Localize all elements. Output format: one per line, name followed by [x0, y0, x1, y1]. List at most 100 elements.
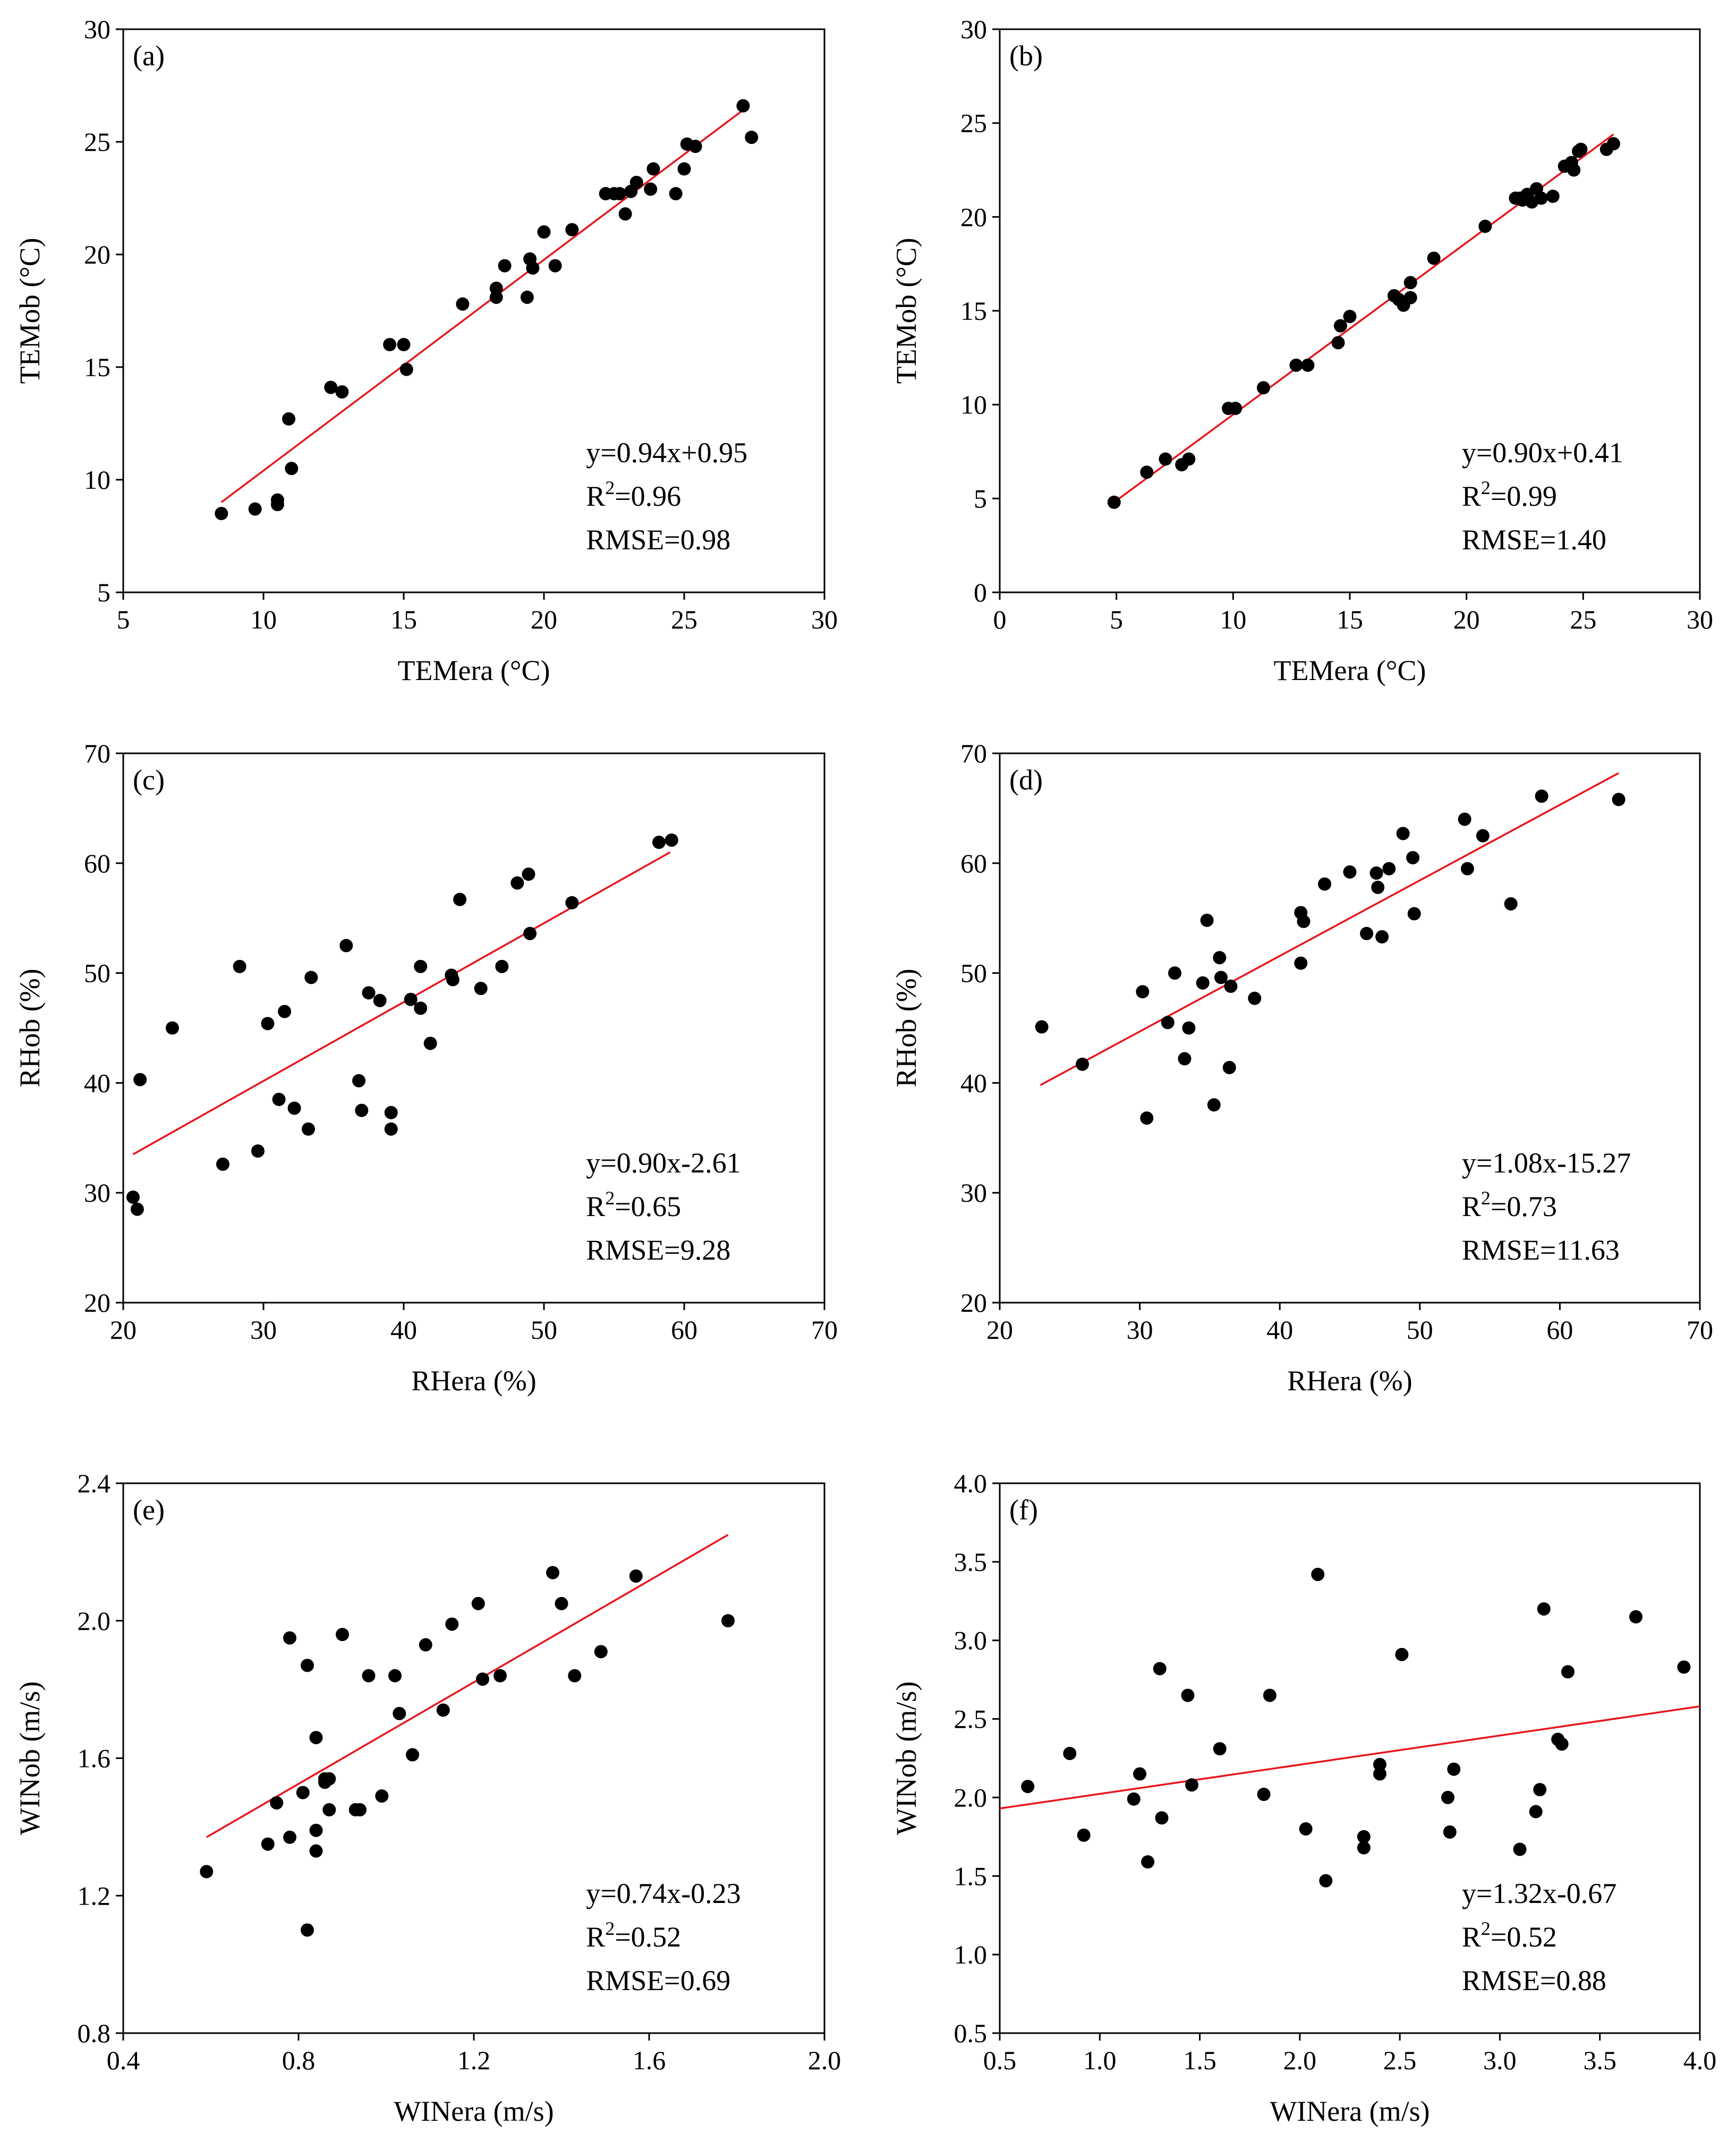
data-point — [397, 338, 411, 352]
data-point — [1441, 1790, 1455, 1804]
data-point — [414, 959, 428, 973]
r-squared-value: =0.52 — [1491, 1921, 1557, 1953]
data-point — [388, 1669, 402, 1682]
data-point — [1077, 1828, 1091, 1842]
data-point — [200, 1865, 214, 1879]
data-point — [1153, 1662, 1167, 1676]
data-point — [1567, 163, 1581, 177]
data-point — [1185, 1778, 1199, 1792]
x-tick-label: 20 — [986, 1315, 1013, 1345]
data-point — [565, 223, 579, 236]
x-axis-title: RHera (%) — [411, 1365, 536, 1397]
data-point — [126, 1190, 140, 1204]
data-point — [1181, 1688, 1195, 1702]
data-point — [565, 896, 579, 910]
y-tick-label: 50 — [84, 958, 110, 988]
data-point — [352, 1074, 366, 1087]
data-point — [1159, 452, 1172, 466]
data-point — [1318, 877, 1332, 891]
data-point — [1319, 1874, 1333, 1888]
x-tick-label: 50 — [1407, 1315, 1433, 1345]
data-point — [216, 1157, 229, 1171]
data-point — [399, 362, 413, 376]
x-tick-label: 15 — [1337, 605, 1363, 634]
y-tick-label: 5 — [974, 483, 987, 513]
fit-equation: y=0.94x+0.95 — [586, 437, 747, 469]
data-point — [322, 1803, 336, 1817]
y-tick-label: 4.0 — [954, 1468, 988, 1498]
data-point — [1140, 465, 1154, 479]
r-squared-superscript: 2 — [605, 477, 615, 498]
data-point — [1555, 1737, 1569, 1751]
plot-frame — [122, 752, 826, 1304]
r-squared-prefix: R — [586, 1921, 605, 1953]
plot-frame — [999, 752, 1701, 1304]
data-point — [1182, 1021, 1196, 1035]
fit-equation: y=1.08x-15.27 — [1462, 1147, 1631, 1179]
y-tick-label: 20 — [960, 1288, 987, 1318]
data-point — [384, 1122, 398, 1136]
data-point — [1136, 985, 1150, 999]
data-point — [309, 1731, 323, 1745]
data-point — [353, 1803, 367, 1817]
data-point — [1395, 1647, 1409, 1661]
data-point — [133, 1073, 147, 1086]
data-point — [476, 1672, 489, 1686]
y-tick-label: 2.4 — [78, 1468, 111, 1498]
data-point — [336, 1628, 349, 1642]
panel-label: (f) — [1009, 1494, 1038, 1526]
y-tick-label: 15 — [960, 296, 987, 326]
data-point — [1396, 827, 1410, 840]
r-squared-superscript: 2 — [1481, 1187, 1491, 1209]
r-squared-prefix: R — [586, 480, 605, 512]
data-point — [677, 162, 691, 176]
data-point — [393, 1706, 406, 1720]
data-point — [384, 1106, 398, 1119]
x-tick-label: 70 — [811, 1315, 838, 1345]
fit-equation: y=0.90x-2.61 — [586, 1147, 741, 1179]
data-point — [248, 502, 262, 516]
data-point — [1574, 142, 1588, 156]
data-point — [1478, 219, 1492, 233]
data-point — [652, 836, 666, 849]
y-tick-label: 30 — [960, 14, 987, 44]
data-point — [446, 973, 459, 987]
y-tick-label: 2.5 — [954, 1704, 988, 1734]
x-tick-label: 0 — [993, 605, 1007, 634]
data-point — [736, 99, 750, 113]
y-axis-title: WINob (m/s) — [890, 1681, 922, 1835]
y-tick-label: 0.5 — [954, 2018, 988, 2048]
x-axis-title: TEMera (°C) — [1274, 655, 1426, 686]
y-tick-label: 1.5 — [954, 1861, 988, 1891]
y-tick-label: 2.0 — [954, 1782, 988, 1812]
x-axis-title: RHera (%) — [1287, 1365, 1412, 1397]
data-point — [1677, 1660, 1691, 1674]
x-tick-label: 4.0 — [1683, 2045, 1717, 2075]
data-point — [322, 1772, 336, 1786]
r-squared: R2=0.73 — [1462, 1187, 1557, 1222]
x-tick-label: 2.0 — [808, 2045, 841, 2075]
x-tick-label: 25 — [671, 605, 697, 634]
data-point — [555, 1596, 568, 1610]
x-tick-label: 1.0 — [1083, 2045, 1117, 2075]
data-point — [362, 1669, 376, 1682]
data-point — [618, 207, 632, 221]
data-point — [261, 1017, 275, 1031]
data-point — [1107, 495, 1121, 509]
y-tick-label: 30 — [960, 1178, 987, 1208]
data-point — [1629, 1610, 1643, 1624]
data-point — [423, 1036, 437, 1050]
y-tick-label: 1.6 — [78, 1744, 111, 1773]
data-point — [1141, 1855, 1155, 1869]
data-point — [1534, 191, 1548, 205]
data-point — [1076, 1057, 1090, 1071]
data-point — [165, 1021, 179, 1035]
data-point — [1289, 358, 1303, 372]
r-squared-prefix: R — [1462, 1921, 1481, 1953]
data-point — [1214, 971, 1228, 984]
data-point — [1224, 979, 1238, 993]
data-point — [495, 959, 509, 973]
data-point — [1178, 1052, 1192, 1066]
